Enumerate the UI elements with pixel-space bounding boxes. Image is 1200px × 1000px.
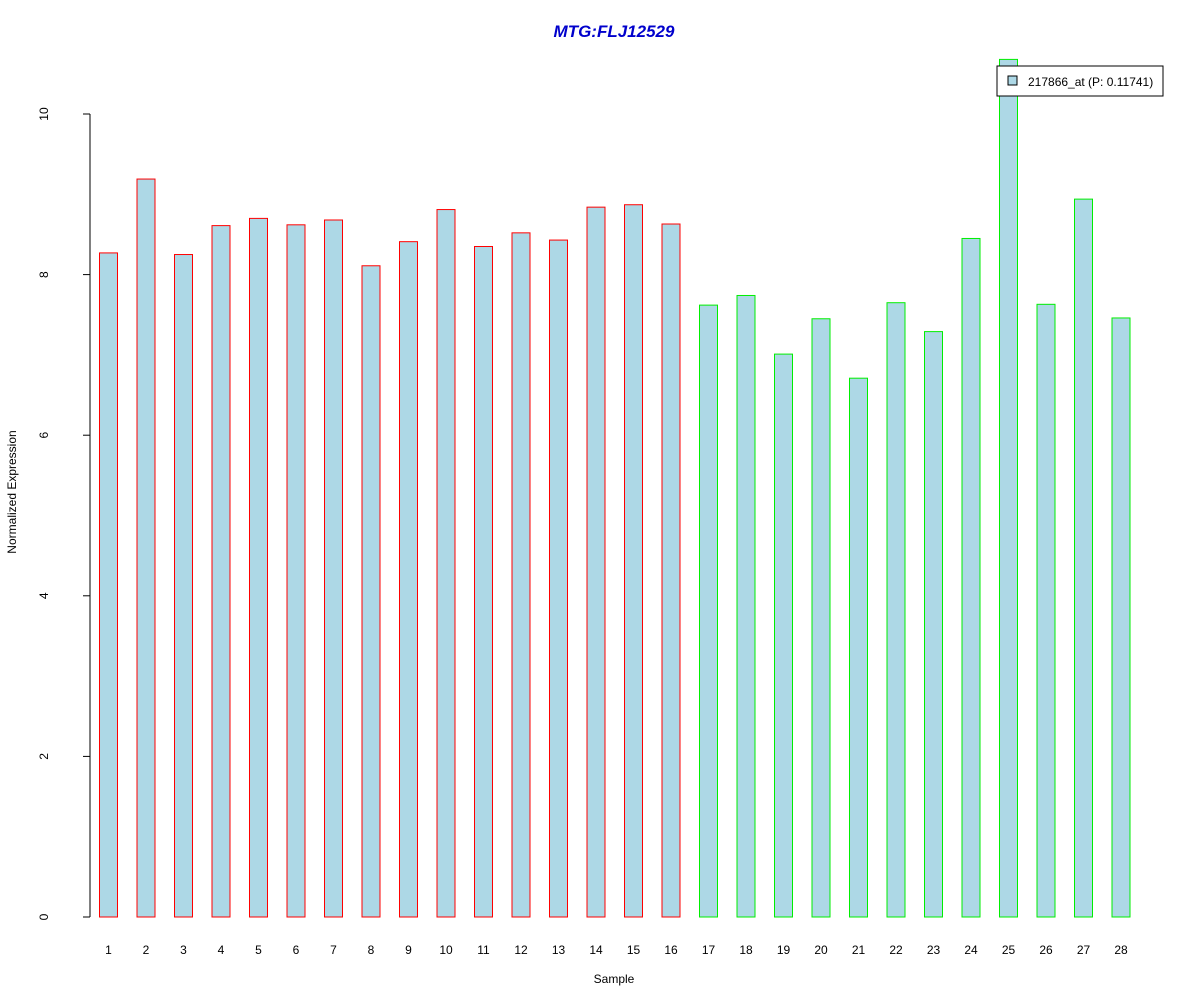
bar-sample-10: [436, 209, 456, 918]
x-tick-label: 6: [293, 943, 300, 957]
x-tick-label: 24: [964, 943, 978, 957]
y-tick-label: 8: [37, 271, 51, 278]
legend-box: [996, 65, 1164, 97]
x-tick-label: 23: [927, 943, 941, 957]
x-tick-label: 22: [889, 943, 903, 957]
x-tick-label: 15: [627, 943, 641, 957]
bar-sample-21: [849, 377, 868, 918]
bar-sample-25: [999, 58, 1018, 918]
bar-sample-24: [961, 237, 981, 918]
x-tick-label: 19: [777, 943, 791, 957]
bar-sample-13: [549, 239, 568, 918]
y-tick-label: 4: [37, 592, 51, 599]
bar-sample-28: [1111, 317, 1131, 918]
bar-sample-15: [624, 204, 643, 918]
bar-sample-16: [661, 223, 681, 918]
legend-label: 217866_at (P: 0.11741): [1028, 75, 1153, 89]
bar-sample-4: [211, 225, 231, 918]
x-tick-label: 25: [1002, 943, 1016, 957]
x-tick-label: 11: [477, 943, 490, 957]
x-tick-label: 7: [330, 943, 337, 957]
y-tick-label: 6: [37, 432, 51, 439]
x-tick-label: 5: [255, 943, 262, 957]
bar-sample-17: [699, 304, 718, 918]
x-tick-label: 27: [1077, 943, 1091, 957]
x-tick-label: 26: [1039, 943, 1053, 957]
x-tick-label: 28: [1114, 943, 1128, 957]
bar-sample-5: [249, 217, 268, 918]
x-tick-labels: 1 2 3 4 5 6 7 8 9 10 11 12 13 14 15 16 17 18 19 20 21 22 23 24 2…: [105, 943, 1128, 957]
bar-sample-9: [399, 241, 418, 918]
x-tick-label: 17: [702, 943, 716, 957]
x-tick-label: 13: [552, 943, 566, 957]
bar-sample-26: [1036, 303, 1056, 918]
x-tick-label: 18: [739, 943, 753, 957]
bar-sample-14: [586, 206, 606, 918]
y-axis: 0 2 4 6 8 10: [37, 107, 91, 920]
bar-sample-27: [1074, 198, 1093, 918]
x-tick-label: 16: [664, 943, 678, 957]
bar-sample-11: [474, 245, 493, 918]
bar-sample-6: [286, 224, 306, 918]
bar-sample-19: [774, 353, 793, 918]
bars-group: [99, 58, 1131, 918]
x-tick-label: 2: [143, 943, 150, 957]
x-tick-label: 1: [105, 943, 112, 957]
y-tick-label: 2: [37, 753, 51, 760]
bar-sample-22: [886, 302, 906, 918]
x-tick-label: 12: [514, 943, 528, 957]
x-tick-label: 21: [852, 943, 866, 957]
chart-title: MTG:FLJ12529: [554, 22, 675, 41]
bar-sample-3: [174, 254, 193, 918]
x-tick-label: 10: [439, 943, 453, 957]
x-tick-label: 14: [589, 943, 603, 957]
x-tick-label: 8: [368, 943, 375, 957]
bar-sample-7: [324, 219, 343, 918]
y-axis-label: Normalized Expression: [5, 430, 19, 553]
x-axis-label: Sample: [594, 972, 635, 986]
bar-sample-23: [924, 331, 943, 918]
bar-sample-8: [361, 265, 381, 918]
legend-swatch: [1007, 75, 1018, 86]
x-tick-label: 3: [180, 943, 187, 957]
y-tick-label: 10: [37, 107, 51, 121]
bar-sample-12: [511, 232, 531, 918]
bar-sample-1: [99, 252, 118, 918]
bar-sample-20: [811, 318, 831, 918]
x-tick-label: 20: [814, 943, 828, 957]
bar-sample-2: [136, 178, 156, 918]
x-tick-label: 9: [405, 943, 412, 957]
legend: 217866_at (P: 0.11741): [996, 65, 1164, 97]
x-tick-label: 4: [218, 943, 225, 957]
bar-sample-18: [736, 294, 756, 918]
y-tick-label: 0: [37, 913, 51, 920]
